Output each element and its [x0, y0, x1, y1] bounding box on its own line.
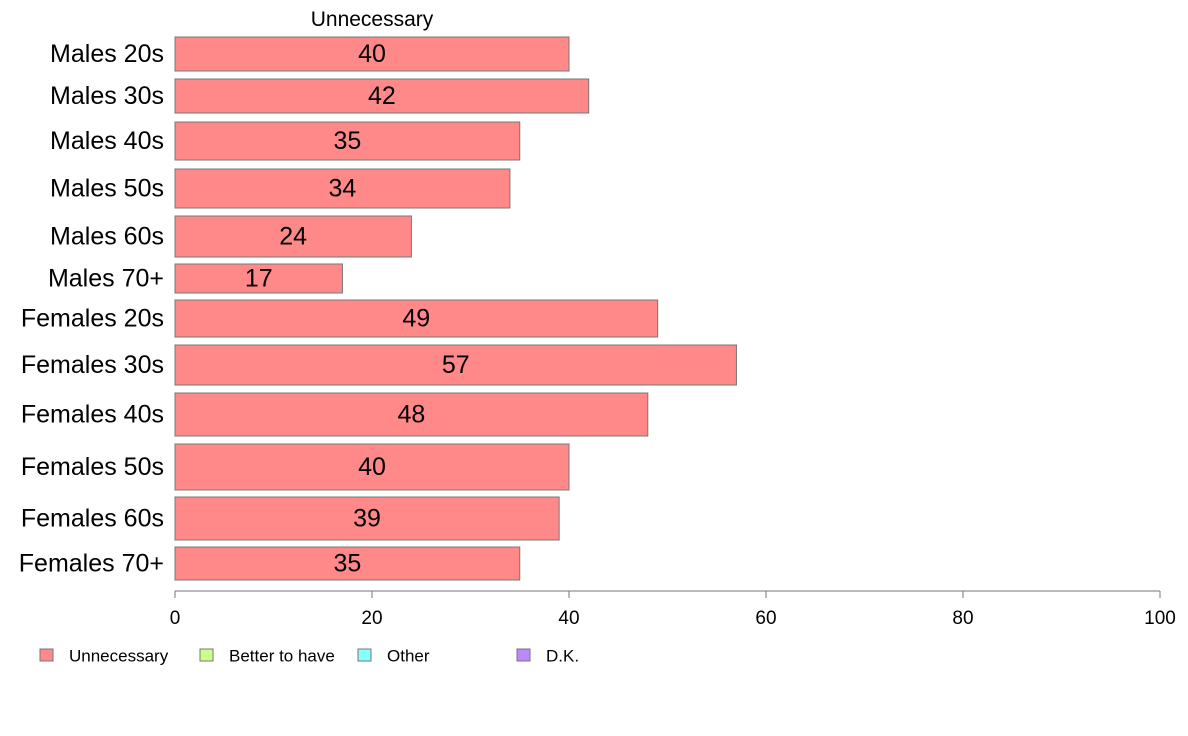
- data-label: 40: [358, 40, 386, 68]
- data-label: 35: [333, 550, 361, 578]
- bar: [174, 36, 570, 72]
- category-label: Males 30s: [50, 82, 164, 110]
- data-label: 39: [353, 505, 381, 533]
- legend-label: Better to have: [229, 647, 335, 666]
- bar: [174, 344, 737, 386]
- category-label: Males 60s: [50, 223, 164, 251]
- category-label: Females 70+: [19, 550, 164, 578]
- legend-label: Unnecessary: [69, 647, 169, 666]
- x-tick-label: 60: [755, 608, 776, 629]
- x-tick-label: 40: [558, 608, 579, 629]
- data-label: 17: [245, 265, 273, 293]
- bar: [174, 263, 343, 294]
- legend-swatch: [199, 648, 214, 662]
- data-label: 24: [279, 223, 307, 251]
- data-label: 42: [368, 82, 396, 110]
- bar: [174, 546, 521, 581]
- x-axis: 0 20 40 60 80 100: [170, 590, 1176, 629]
- legend: Unnecessary Better to have Other D.K.: [39, 647, 579, 666]
- x-tick-label: 20: [361, 608, 382, 629]
- bar: [174, 443, 570, 491]
- bar: [174, 299, 659, 338]
- legend-swatch: [39, 648, 54, 662]
- bar: [174, 215, 412, 258]
- chart-title: Unnecessary: [311, 8, 434, 31]
- data-label: 48: [397, 401, 425, 429]
- bar: [174, 496, 560, 541]
- x-tick-label: 0: [170, 608, 181, 629]
- category-label: Males 50s: [50, 175, 164, 203]
- bar: [174, 78, 590, 114]
- category-label: Females 40s: [21, 401, 164, 429]
- bar: [174, 168, 511, 209]
- legend-label: D.K.: [546, 647, 579, 666]
- data-label: 57: [442, 351, 470, 379]
- category-label: Males 20s: [50, 40, 164, 68]
- category-label: Females 20s: [21, 305, 164, 333]
- x-tick-label: 100: [1144, 608, 1176, 629]
- data-label: 40: [358, 453, 386, 481]
- category-label: Females 50s: [21, 453, 164, 481]
- data-label: 49: [402, 305, 430, 333]
- legend-swatch: [357, 648, 372, 662]
- category-label: Females 60s: [21, 505, 164, 533]
- legend-label: Other: [387, 647, 430, 666]
- bars-group: Males 20s 40 Males 30s 42 Males 40s 35 Males 5…: [19, 36, 737, 581]
- legend-swatch: [516, 648, 531, 662]
- x-tick-label: 80: [952, 608, 973, 629]
- category-label: Females 30s: [21, 351, 164, 379]
- category-label: Males 40s: [50, 127, 164, 155]
- data-label: 35: [333, 127, 361, 155]
- data-label: 34: [329, 175, 357, 203]
- category-label: Males 70+: [48, 265, 164, 293]
- bar: [174, 392, 649, 437]
- bar: [174, 121, 521, 161]
